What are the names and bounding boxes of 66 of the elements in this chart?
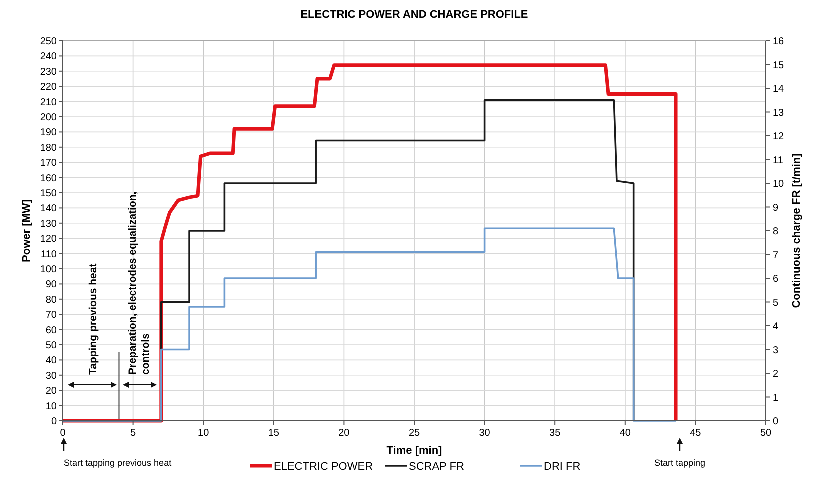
legend-label: DRI FR xyxy=(544,461,581,473)
text: Start tapping xyxy=(654,458,706,468)
y-tick-label: 210 xyxy=(40,97,58,108)
x-tick-label: 35 xyxy=(550,428,562,439)
x-tick-label: 5 xyxy=(130,428,137,439)
legend-label: SCRAP FR xyxy=(409,461,464,473)
x-tick-label: 0 xyxy=(60,428,66,439)
x-tick-label: 20 xyxy=(338,428,350,439)
y2-tick-label: 4 xyxy=(773,322,779,332)
y-tick-label: 220 xyxy=(40,82,58,94)
x-tick-label: 50 xyxy=(760,428,772,439)
y2-tick-label: 15 xyxy=(773,60,785,72)
y-tick-label: 120 xyxy=(40,234,58,246)
y-tick-label: 190 xyxy=(40,128,58,139)
y2-tick-label: 7 xyxy=(773,250,779,262)
y-tick-label: 20 xyxy=(46,386,58,398)
y2-tick-label: 6 xyxy=(773,274,779,285)
y-tick-label: 80 xyxy=(46,294,58,306)
y-tick-label: 70 xyxy=(46,310,58,322)
x-tick-label: 45 xyxy=(690,428,702,439)
y-tick-label: 150 xyxy=(40,188,58,200)
y-tick-label: 140 xyxy=(40,204,58,215)
y-tick-label: 40 xyxy=(46,356,58,367)
text: Start tapping previous heat xyxy=(64,458,172,468)
x-tick-label: 15 xyxy=(268,428,280,439)
y2-tick-label: 9 xyxy=(773,202,779,214)
x-tick-label: 10 xyxy=(198,428,210,439)
y-tick-label: 230 xyxy=(40,66,58,78)
annotation: Preparation, electrodes equalization, controls xyxy=(127,192,152,375)
line-series xyxy=(61,64,678,423)
legend-label: ELECTRIC POWER xyxy=(274,461,374,473)
x-axis-title: Time [min] xyxy=(386,445,443,457)
y-tick-label: 250 xyxy=(40,36,58,48)
y-tick-label: 60 xyxy=(46,325,58,336)
annotation: Tapping previous heat xyxy=(88,263,100,375)
chart-title: ELECTRIC POWER AND CHARGE PROFILE xyxy=(300,9,528,21)
y2-tick-label: 16 xyxy=(773,36,785,48)
y-tick-label: 10 xyxy=(46,401,58,412)
y-tick-label: 180 xyxy=(40,142,58,154)
x-tick-label: 40 xyxy=(620,428,632,439)
y2-tick-label: 8 xyxy=(773,226,779,238)
y-tick-label: 170 xyxy=(40,158,58,170)
y-tick-label: 110 xyxy=(41,249,58,260)
y-axis-title: Power [MW] xyxy=(21,199,33,262)
y-tick-label: 240 xyxy=(40,52,58,63)
y-tick-label: 130 xyxy=(40,218,58,230)
y-tick-label: 50 xyxy=(46,340,58,352)
y-tick-label: 100 xyxy=(40,264,58,276)
y2-axis-title: Continuous charge FR [t/min] xyxy=(791,153,803,308)
y2-tick-label: 11 xyxy=(773,155,784,166)
y2-tick-label: 1 xyxy=(773,392,779,404)
y2-tick-label: 2 xyxy=(773,369,779,380)
y2-tick-label: 3 xyxy=(773,345,779,356)
y-tick-label: 0 xyxy=(51,416,58,428)
y2-tick-label: 14 xyxy=(773,84,785,95)
x-tick-label: 25 xyxy=(408,428,420,439)
y2-tick-label: 5 xyxy=(773,298,779,309)
y2-tick-label: 0 xyxy=(773,416,779,428)
y2-tick-label: 13 xyxy=(773,108,785,119)
y2-tick-label: 12 xyxy=(773,132,785,142)
y2-tick-label: 10 xyxy=(773,179,785,190)
y-tick-label: 160 xyxy=(40,173,58,184)
x-tick-label: 30 xyxy=(479,428,491,439)
y-tick-label: 90 xyxy=(46,280,58,291)
y-tick-label: 200 xyxy=(40,112,58,124)
y-tick-label: 30 xyxy=(46,370,58,382)
